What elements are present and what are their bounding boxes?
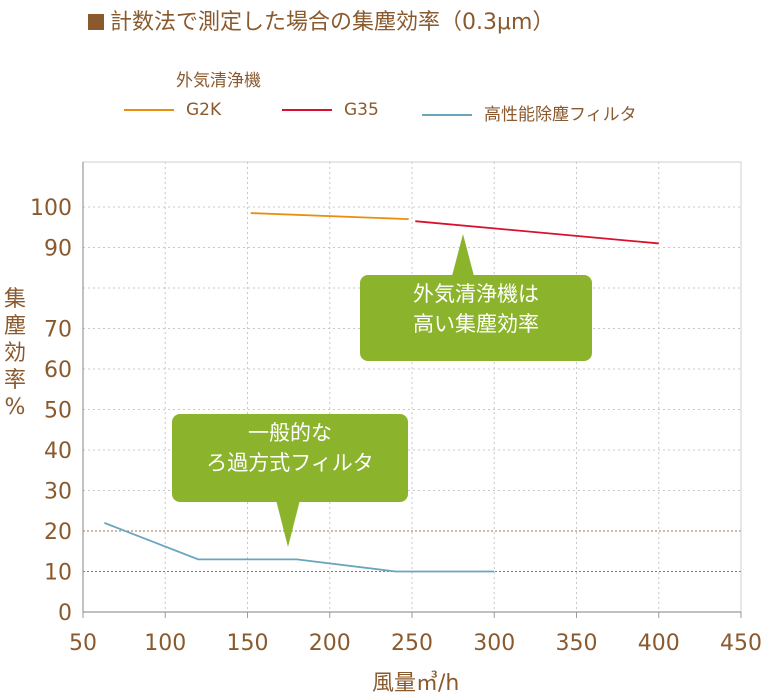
x-tick-label: 450 (720, 631, 762, 656)
x-tick-label: 200 (309, 631, 351, 656)
callout-high-line-1: 外気清浄機は (413, 282, 539, 306)
x-tick-label: 400 (638, 631, 680, 656)
legend-item-g35: G35 (282, 100, 379, 120)
legend-label-g35: G35 (344, 100, 379, 120)
x-axis-label: 風量㎥/h (372, 671, 460, 696)
legend-group-title: 外気清浄機 (176, 71, 261, 91)
x-tick-label: 350 (556, 631, 598, 656)
legend-swatch-g2k (124, 109, 174, 111)
y-axis-label-char: 塵 (3, 314, 26, 339)
y-tick-label: 70 (44, 318, 72, 343)
callout-high-efficiency: 外気清浄機は 高い集塵効率 (360, 275, 592, 361)
x-tick-label: 100 (144, 631, 186, 656)
callout-general-line-2: ろ過方式フィルタ (206, 451, 374, 475)
legend: G2K G35 高性能除塵フィルタ (124, 100, 763, 125)
y-tick-label: 10 (44, 561, 72, 586)
legend-label-g2k: G2K (186, 100, 222, 120)
chart-title: 計数法で測定した場合の集塵効率（0.3μm） (88, 4, 554, 36)
y-axis-label: 集塵効率% (2, 286, 28, 421)
y-axis-label-char: 集 (3, 287, 26, 312)
chart-title-text: 計数法で測定した場合の集塵効率（0.3μm） (110, 10, 555, 35)
series-line-0 (250, 212, 409, 221)
callout-high-line-2: 高い集塵効率 (413, 312, 539, 336)
y-tick-label: 90 (44, 237, 72, 262)
y-tick-label: 30 (44, 480, 72, 505)
y-tick-label: 100 (30, 196, 72, 221)
y-axis-label-char: % (4, 395, 26, 420)
legend-label-hepa: 高性能除塵フィルタ (484, 105, 637, 125)
legend-swatch-g35 (282, 109, 332, 111)
y-axis-label-char: 率 (3, 368, 26, 393)
legend-item-g2k: G2K (124, 100, 221, 120)
callout-general-pointer (276, 500, 300, 547)
title-square-icon (88, 14, 104, 30)
x-tick-label: 150 (227, 631, 269, 656)
y-tick-label: 60 (44, 358, 72, 383)
x-tick-label: 250 (391, 631, 433, 656)
callout-general-line-1: 一般的な (248, 421, 332, 445)
legend-swatch-hepa (422, 114, 472, 116)
x-tick-label: 50 (69, 631, 97, 656)
y-tick-label: 40 (44, 439, 72, 464)
series-line-2 (104, 522, 495, 573)
legend-item-hepa: 高性能除塵フィルタ (422, 100, 637, 125)
y-tick-label: 0 (58, 601, 72, 626)
series-line-1 (415, 220, 659, 245)
callout-general-filter: 一般的な ろ過方式フィルタ (172, 414, 408, 502)
y-tick-label: 50 (44, 399, 72, 424)
y-axis-label-char: 効 (3, 341, 26, 366)
x-tick-label: 300 (473, 631, 515, 656)
y-tick-label: 20 (44, 520, 72, 545)
callout-high-pointer (452, 234, 474, 276)
